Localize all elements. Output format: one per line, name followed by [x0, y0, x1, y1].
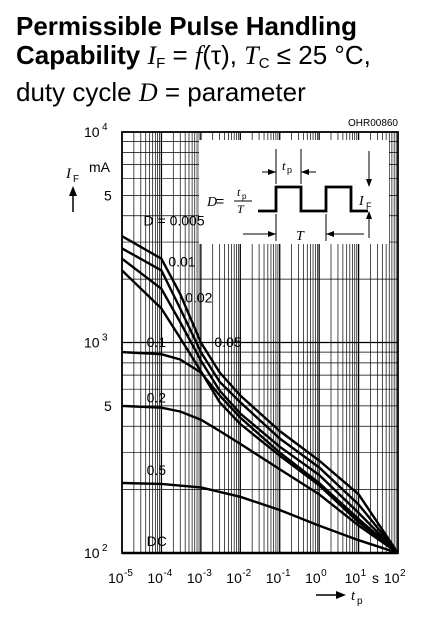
curve-label-6: 0.5 [147, 462, 167, 478]
x-tick-exp: -5 [124, 568, 133, 579]
title-eq: = [165, 40, 195, 70]
title-line-2: Capability IF = f(τ), TC ≤ 25 °C, [16, 41, 436, 78]
title-tau: (τ) [202, 40, 230, 70]
x-tick-label: 10 [384, 570, 400, 586]
x-tick-label: 10 [226, 570, 242, 586]
y-tick-label: 5 [104, 187, 112, 203]
x-tick-exp: -2 [242, 568, 251, 579]
title-line-1: Permissible Pulse Handling [16, 11, 357, 41]
inset-formula-den: T [237, 202, 245, 216]
y-unit: mA [89, 159, 111, 175]
inset-period-label: T [296, 229, 305, 244]
y-tick-exp: 2 [102, 543, 108, 554]
y-tick-label: 10 [84, 124, 100, 140]
period-arrowhead-left [268, 231, 276, 237]
curve-1 [121, 247, 399, 554]
inset-formula-num-sub: p [242, 192, 247, 201]
inset-formula-d: D [206, 195, 217, 210]
inset-formula-num: t [237, 185, 241, 199]
chart-curves [121, 235, 399, 555]
x-tick-exp: -4 [163, 568, 172, 579]
y-tick-exp: 3 [102, 333, 108, 344]
x-tick-label: 10 [345, 570, 361, 586]
x-axis-label: t p [316, 588, 363, 607]
x-label-t: t [351, 588, 356, 604]
curve-label-7: DC [147, 533, 167, 549]
x-tick-exp: 2 [400, 568, 406, 579]
if-arrowhead-bottom [366, 211, 372, 219]
y-axis-label: I F mA [65, 159, 111, 212]
title-capability: Capability [16, 40, 141, 70]
pulse-waveform [258, 185, 368, 213]
curve-labels: D = 0.005 0.01 0.02 0.05 0.1 0.2 0.5 DC [144, 212, 242, 549]
x-tick-label: 10 [266, 570, 282, 586]
y-tick-label: 10 [84, 335, 100, 351]
x-label-sub: p [357, 596, 363, 607]
curve-2 [121, 257, 399, 554]
title-comma: , [229, 40, 245, 70]
curve-label-1: 0.01 [168, 253, 195, 269]
curve-0 [121, 235, 399, 554]
x-tick-exp: 0 [321, 568, 327, 579]
tp-arrowhead-right [301, 169, 309, 175]
title-line-3: duty cycle D = parameter [16, 77, 436, 108]
y-label-i: I [65, 166, 72, 182]
curve-6 [121, 481, 399, 555]
x-tick-label: 10 [108, 570, 124, 586]
title-if-sub: F [156, 55, 166, 72]
x-unit-label: s [372, 570, 379, 586]
chart-code: OHR00860 [348, 118, 398, 129]
title-tc-sub: C [258, 55, 270, 72]
title-tc: T [244, 41, 259, 70]
x-tick-exp: 1 [361, 568, 367, 579]
inset-if-sub: F [366, 201, 372, 211]
x-tick-exp: -3 [203, 568, 212, 579]
x-tick-label: 10 [147, 570, 163, 586]
x-axis-arrowhead [336, 591, 346, 599]
y-tick-label: 10 [84, 545, 100, 561]
curve-label-0: D = 0.005 [144, 212, 205, 228]
title-tc-rest: ≤ 25 °C, [269, 40, 371, 70]
y-label-sub: F [73, 174, 79, 185]
inset-tp-label: t [282, 158, 286, 173]
curve-4 [121, 350, 399, 554]
title-d: D [138, 78, 158, 107]
x-tick-label: 10 [187, 570, 203, 586]
if-arrowhead-top [366, 179, 372, 187]
inset-formula-eq: = [216, 193, 224, 209]
curve-label-5: 0.2 [147, 389, 167, 405]
y-axis-arrowhead [69, 186, 77, 196]
title-param: = parameter [157, 77, 306, 107]
inset-if-label: I [358, 194, 365, 209]
curve-label-2: 0.02 [185, 289, 212, 305]
inset-background [199, 140, 389, 244]
pulse-inset: D = t p T t p T I F [199, 140, 389, 244]
title-duty: duty cycle [16, 77, 139, 107]
curve-label-3: 0.05 [214, 334, 241, 350]
curve-3 [121, 269, 399, 554]
inset-tp-sub: p [287, 165, 292, 175]
x-tick-labels: 10 -5 10 -4 10 -3 10 -2 10 -1 10 0 10 1 10 2s [108, 568, 406, 586]
x-tick-label: 10 [305, 570, 321, 586]
period-arrowhead-right [326, 231, 334, 237]
y-tick-exp: 4 [102, 122, 108, 133]
y-tick-label: 5 [104, 398, 112, 414]
x-tick-exp: -1 [282, 568, 291, 579]
curve-label-4: 0.1 [147, 334, 167, 350]
title-f: f [194, 41, 203, 70]
curve-5 [121, 404, 399, 554]
title-if: I [147, 41, 157, 70]
chart-title: Permissible Pulse Handling Capability IF… [16, 11, 436, 108]
tp-arrowhead-left [268, 169, 276, 175]
